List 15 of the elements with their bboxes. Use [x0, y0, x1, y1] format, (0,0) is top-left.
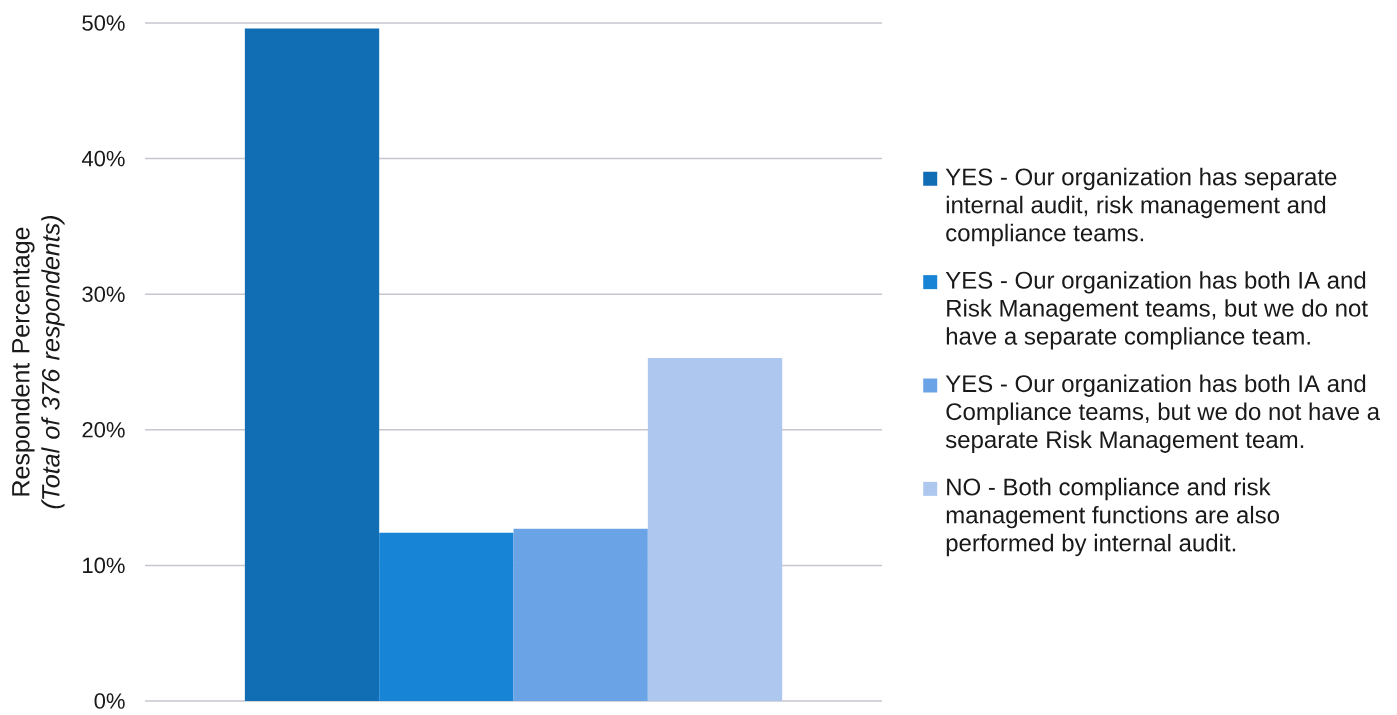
y-tick-label: 40%: [81, 150, 125, 167]
y-tick-label: 10%: [83, 557, 125, 574]
bar: [244, 28, 380, 701]
legend-label: NO - Both compliance and risk management functions are also performed by internal audit.: [946, 477, 1280, 557]
legend-label: YES - Our organization has separate internal audit, risk management and compliance teams.: [945, 167, 1337, 247]
y-tick-label: 0%: [94, 693, 125, 709]
bar: [513, 528, 648, 701]
bar: [379, 532, 514, 701]
bar: [647, 357, 783, 701]
y-tick-label: 50%: [82, 15, 125, 31]
y-axis-title: Respondent Percentage (Total of 376 respondents): [11, 215, 65, 509]
legend-label: YES - Our organization has both IA and Risk Management teams, but we do not have a separate compliance team.: [945, 271, 1368, 350]
y-tick-label: 20%: [82, 422, 125, 438]
y-tick-label: 30%: [82, 286, 125, 302]
legend-label: YES - Our organization has both IA and Compliance teams, but we do not have a separate Risk Management team.: [945, 374, 1381, 453]
